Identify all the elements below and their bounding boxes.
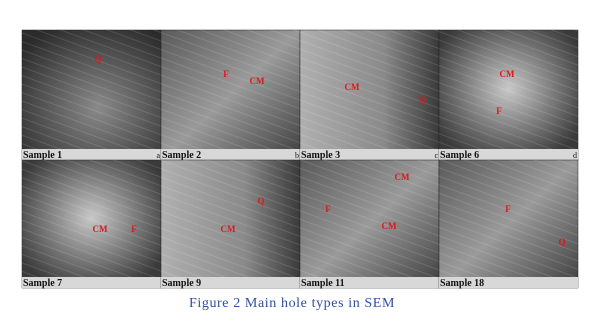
caption: Figure 2 Main hole types in SEM <box>189 296 395 311</box>
info-bar <box>22 277 161 288</box>
pore-label: Q <box>419 95 426 105</box>
info-bar <box>300 277 439 288</box>
texture <box>161 160 300 288</box>
texture <box>22 160 161 288</box>
sample-label: Sample 11 <box>301 278 345 289</box>
pore-label: F <box>496 106 502 116</box>
texture <box>300 30 439 160</box>
panel-letter: c <box>434 151 438 160</box>
pore-label: CM <box>382 221 397 231</box>
pore-label: Q <box>257 196 264 206</box>
pore-label: CM <box>500 69 515 79</box>
pore-label: F <box>131 224 137 234</box>
pore-label: F <box>223 69 229 79</box>
panel-letter: a <box>156 151 160 160</box>
sample-label: Sample 2 <box>162 150 201 161</box>
texture <box>22 30 161 160</box>
texture <box>439 160 578 288</box>
panel-letter: b <box>295 151 299 160</box>
pore-label: Q <box>94 54 101 64</box>
pore-label: F <box>325 204 331 214</box>
sample-label: Sample 1 <box>23 150 62 161</box>
sample-label: Sample 6 <box>440 150 479 161</box>
texture <box>161 30 300 160</box>
sample-label: Sample 18 <box>440 278 484 289</box>
info-bar <box>161 277 300 288</box>
pore-label: F <box>505 204 511 214</box>
info-bar <box>161 149 300 160</box>
info-bar <box>300 149 439 160</box>
sample-label: Sample 9 <box>162 278 201 289</box>
pore-label: CM <box>93 224 108 234</box>
texture <box>300 160 439 288</box>
pore-label: CM <box>221 224 236 234</box>
sample-label: Sample 3 <box>301 150 340 161</box>
info-bar <box>439 277 578 288</box>
pore-label: CM <box>345 82 360 92</box>
sample-label: Sample 7 <box>23 278 62 289</box>
texture <box>439 30 578 160</box>
pore-label: CM <box>250 76 265 86</box>
info-bar <box>439 149 578 160</box>
pore-label: CM <box>395 172 410 182</box>
info-bar <box>22 149 161 160</box>
panel-letter: d <box>573 151 577 160</box>
pore-label: Q <box>558 237 565 247</box>
